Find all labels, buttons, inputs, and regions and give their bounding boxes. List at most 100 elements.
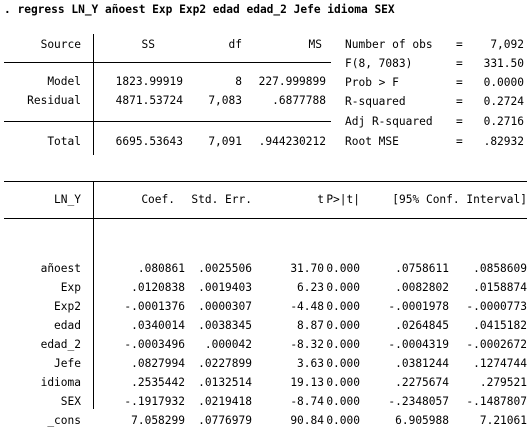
stat-label: F(8, 7083) — [345, 57, 413, 70]
coef-cell-se: .0776979 — [198, 414, 252, 427]
coef-cell-p: 0.000 — [326, 414, 360, 427]
coef-cell-t: 8.87 — [297, 319, 324, 332]
coef-cell-coef: -.0003496 — [124, 338, 185, 351]
stat-value: 331.50 — [483, 57, 524, 70]
coef-header-se: Std. Err. — [191, 193, 252, 206]
anova-header-ms: MS — [308, 38, 322, 51]
coef-cell-hi: -.0000773 — [466, 300, 527, 313]
coef-cell-lo: -.0001978 — [388, 300, 449, 313]
coef-cell-hi: .0158874 — [473, 281, 527, 294]
stat-label: Number of obs — [345, 38, 433, 51]
coef-cell-coef: .2535442 — [131, 376, 185, 389]
coef-cell-p: 0.000 — [326, 338, 360, 351]
coef-cell-hi: .0415182 — [473, 319, 527, 332]
coef-cell-hi: -.0002672 — [466, 338, 527, 351]
anova-row-source: Model — [47, 75, 81, 88]
coef-cell-lo: -.0004319 — [388, 338, 449, 351]
coef-cell-se: .000042 — [204, 338, 252, 351]
anova-header-rule — [4, 62, 331, 63]
coef-cell-lo: .0264845 — [395, 319, 449, 332]
anova-row-ms: 227.999899 — [258, 75, 326, 88]
coef-cell-se: .0000307 — [198, 300, 252, 313]
coef-cell-se: .0132514 — [198, 376, 252, 389]
coef-header-t: t — [317, 193, 324, 206]
coef-cell-hi: 7.21061 — [479, 414, 527, 427]
stat-eq: = — [456, 95, 463, 108]
coef-cell-var: edad_2 — [40, 338, 81, 351]
anova-row-ss: 4871.53724 — [115, 94, 183, 107]
anova-header-source: Source — [40, 38, 81, 51]
coef-cell-lo: .0381244 — [395, 357, 449, 370]
anova-row-df: 7,083 — [208, 94, 242, 107]
coef-cell-var: Jefe — [54, 357, 81, 370]
stata-output: . regress LN_Y añoest Exp Exp2 edad edad… — [4, 3, 527, 427]
coef-cell-var: Exp — [60, 281, 81, 294]
coef-cell-p: 0.000 — [326, 281, 360, 294]
coef-header-ci: [95% Conf. Interval] — [392, 193, 527, 206]
coef-cell-hi: .1274744 — [473, 357, 527, 370]
coef-cell-p: 0.000 — [326, 262, 360, 275]
coef-cell-coef: .0120838 — [131, 281, 185, 294]
command-line: . regress LN_Y añoest Exp Exp2 edad edad… — [4, 3, 395, 16]
coef-cell-var: añoest — [40, 262, 81, 275]
coef-cell-t: 3.63 — [297, 357, 324, 370]
coef-cell-lo: .0758611 — [395, 262, 449, 275]
stat-label: Root MSE — [345, 135, 399, 148]
stat-eq: = — [456, 76, 463, 89]
coef-cell-hi: .279521 — [479, 376, 527, 389]
stat-value: 0.0000 — [483, 76, 524, 89]
coef-cell-hi: -.1487807 — [466, 395, 527, 408]
coef-cell-coef: 7.058299 — [131, 414, 185, 427]
coef-cell-var: Exp2 — [54, 300, 81, 313]
coef-cell-se: .0025506 — [198, 262, 252, 275]
coef-cell-se: .0227899 — [198, 357, 252, 370]
anova-total-ms: .944230212 — [258, 135, 326, 148]
coef-cell-hi: .0858609 — [473, 262, 527, 275]
stat-value: 0.2724 — [483, 95, 524, 108]
coef-cell-lo: 6.905988 — [395, 414, 449, 427]
coef-cell-var: SEX — [60, 395, 81, 408]
anova-row-ss: 1823.99919 — [115, 75, 183, 88]
coef-cell-t: -8.32 — [290, 338, 324, 351]
coef-cell-coef: -.1917932 — [124, 395, 185, 408]
coef-cell-se: .0219418 — [198, 395, 252, 408]
coef-top-rule — [4, 181, 527, 182]
anova-total-df: 7,091 — [208, 135, 242, 148]
stat-label: R-squared — [345, 95, 406, 108]
stat-eq: = — [456, 38, 463, 51]
coef-header-p: P>|t| — [326, 193, 360, 206]
anova-total-rule — [4, 121, 331, 122]
stat-eq: = — [456, 57, 463, 70]
coef-cell-t: 31.70 — [290, 262, 324, 275]
stat-label: Adj R-squared — [345, 115, 433, 128]
coef-cell-se: .0038345 — [198, 319, 252, 332]
coef-cell-coef: .0340014 — [131, 319, 185, 332]
coef-cell-t: -8.74 — [290, 395, 324, 408]
anova-total-source: Total — [47, 135, 81, 148]
stat-value: .82932 — [483, 135, 524, 148]
coef-header-rule — [4, 218, 527, 219]
coef-cell-var: edad — [54, 319, 81, 332]
coef-cell-p: 0.000 — [326, 395, 360, 408]
coef-header-var: LN_Y — [54, 193, 81, 206]
anova-total-ss: 6695.53643 — [115, 135, 183, 148]
coef-cell-p: 0.000 — [326, 300, 360, 313]
coef-cell-lo: -.2348057 — [388, 395, 449, 408]
anova-row-source: Residual — [27, 94, 81, 107]
coef-cell-se: .0019403 — [198, 281, 252, 294]
coef-cell-var: idioma — [40, 376, 81, 389]
coef-cell-coef: -.0001376 — [124, 300, 185, 313]
coef-cell-lo: .0082802 — [395, 281, 449, 294]
stat-value: 7,092 — [490, 38, 524, 51]
anova-row-ms: .6877788 — [272, 94, 326, 107]
coef-cell-lo: .2275674 — [395, 376, 449, 389]
coef-divider — [93, 181, 94, 409]
anova-row-df: 8 — [235, 75, 242, 88]
coef-cell-t: -4.48 — [290, 300, 324, 313]
stat-eq: = — [456, 135, 463, 148]
coef-cell-t: 90.84 — [290, 414, 324, 427]
coef-cell-p: 0.000 — [326, 319, 360, 332]
stat-label: Prob > F — [345, 76, 399, 89]
coef-cell-t: 19.13 — [290, 376, 324, 389]
stat-eq: = — [456, 115, 463, 128]
